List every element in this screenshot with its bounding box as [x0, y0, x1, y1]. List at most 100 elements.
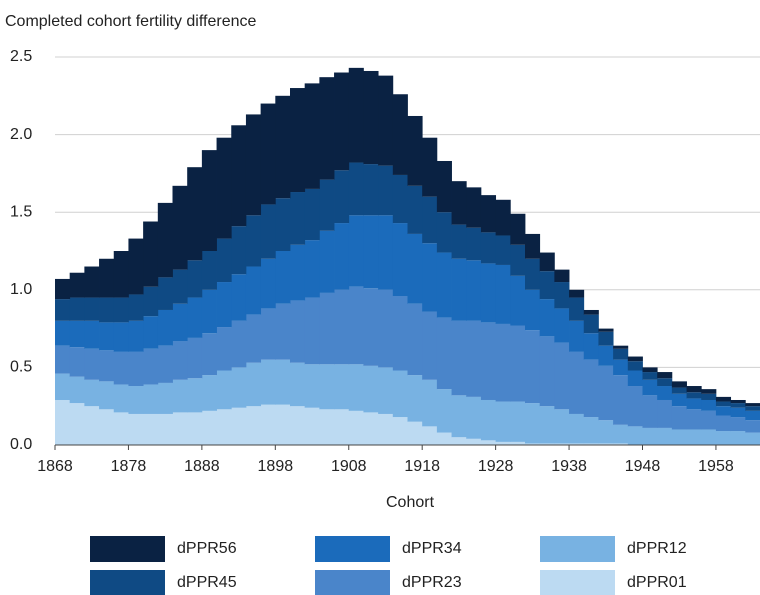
bar-segment — [334, 289, 350, 365]
bar-segment — [613, 348, 629, 360]
bar-segment — [554, 409, 570, 444]
bar-segment — [55, 320, 71, 346]
bar-segment — [55, 299, 71, 321]
bar-segment — [334, 170, 350, 224]
bar-segment — [642, 367, 658, 373]
bar-segment — [84, 266, 100, 298]
bar-segment — [260, 103, 276, 205]
bar-segment — [363, 70, 379, 165]
bar-segment — [172, 185, 188, 270]
bar-segment — [466, 396, 482, 439]
bar-segment — [113, 351, 129, 385]
legend-label: dPPR45 — [177, 574, 237, 591]
bar-segment — [157, 413, 173, 445]
bar-segment — [143, 221, 159, 287]
bar-segment — [304, 240, 320, 298]
bar-segment — [348, 215, 364, 287]
bar-segment — [378, 215, 394, 290]
bar-segment — [422, 379, 438, 427]
bar-segment — [510, 244, 526, 276]
legend-label: dPPR34 — [402, 540, 462, 557]
bar-segment — [157, 277, 173, 310]
bar-segment — [319, 230, 335, 293]
bar-segment — [598, 345, 614, 366]
bar-segment — [671, 393, 687, 407]
bar-segment — [157, 345, 173, 383]
bar-segment — [363, 215, 379, 289]
bar-segment — [569, 443, 585, 445]
bar-segment — [55, 345, 71, 374]
bar-segment — [231, 226, 247, 275]
bar-segment — [745, 410, 760, 421]
bar-segment — [84, 379, 100, 407]
bar-segment — [216, 238, 232, 283]
bar-segment — [701, 399, 717, 411]
bar-segment — [187, 260, 203, 298]
bar-segment — [378, 75, 394, 166]
bar-segment — [275, 198, 291, 251]
bar-segment — [290, 244, 306, 301]
legend-label: dPPR56 — [177, 540, 237, 557]
legend-swatch — [90, 536, 165, 562]
legend-swatch — [540, 536, 615, 562]
bar-segment — [598, 443, 614, 445]
bar-segment — [260, 258, 276, 309]
bar-segment — [495, 401, 511, 442]
bar-segment — [730, 407, 746, 418]
bar-segment — [319, 364, 335, 410]
x-tick-label: 1948 — [625, 458, 661, 475]
bar-segment — [495, 199, 511, 236]
bar-segment — [392, 370, 408, 418]
bar-segment — [510, 325, 526, 402]
bar-segment — [657, 427, 673, 445]
bar-segment — [671, 406, 687, 430]
bar-segment — [113, 322, 129, 352]
bar-segment — [539, 406, 555, 444]
bar-segment — [319, 77, 335, 180]
y-tick-label: 1.5 — [10, 203, 32, 220]
bar-segment — [627, 361, 643, 371]
bar-segment — [290, 362, 306, 407]
bar-segment — [466, 438, 482, 445]
bar-segment — [84, 406, 100, 445]
bar-segment — [642, 427, 658, 445]
bar-segment — [260, 308, 276, 360]
bar-segment — [539, 271, 555, 300]
bar-segment — [157, 202, 173, 278]
bar-segment — [187, 337, 203, 379]
bar-segment — [245, 215, 262, 267]
bar-segment — [348, 67, 364, 163]
y-tick-label: 0.5 — [10, 359, 32, 376]
bar-segment — [730, 431, 746, 445]
bar-segment — [304, 407, 320, 445]
bar-segment — [363, 365, 379, 413]
bar-segment — [55, 373, 71, 400]
bar-segment — [157, 382, 173, 414]
bar-segment — [451, 437, 467, 445]
bar-segment — [539, 443, 555, 445]
legend-swatch — [540, 570, 615, 595]
bar-segment — [245, 362, 262, 407]
bar-segment — [231, 367, 247, 408]
bar-segment — [84, 297, 100, 321]
legend-swatch — [315, 570, 390, 595]
bar-segment — [495, 235, 511, 265]
bar-segment — [172, 412, 188, 445]
bar-segment — [686, 409, 702, 430]
bar-segment — [701, 410, 717, 430]
bar-segment — [172, 341, 188, 380]
bar-segment — [407, 185, 423, 234]
bar-segment — [143, 348, 159, 385]
bar-segment — [319, 179, 335, 231]
bar-segment — [510, 441, 526, 445]
bar-segment — [510, 213, 526, 245]
bar-segment — [613, 375, 629, 425]
bar-segment — [422, 196, 438, 244]
bar-segment — [539, 299, 555, 337]
bar-segment — [113, 384, 129, 413]
bar-segment — [231, 320, 247, 368]
bar-segment — [671, 429, 687, 445]
bar-segment — [128, 413, 144, 445]
bar-segment — [128, 320, 144, 352]
bar-segment — [525, 443, 541, 445]
